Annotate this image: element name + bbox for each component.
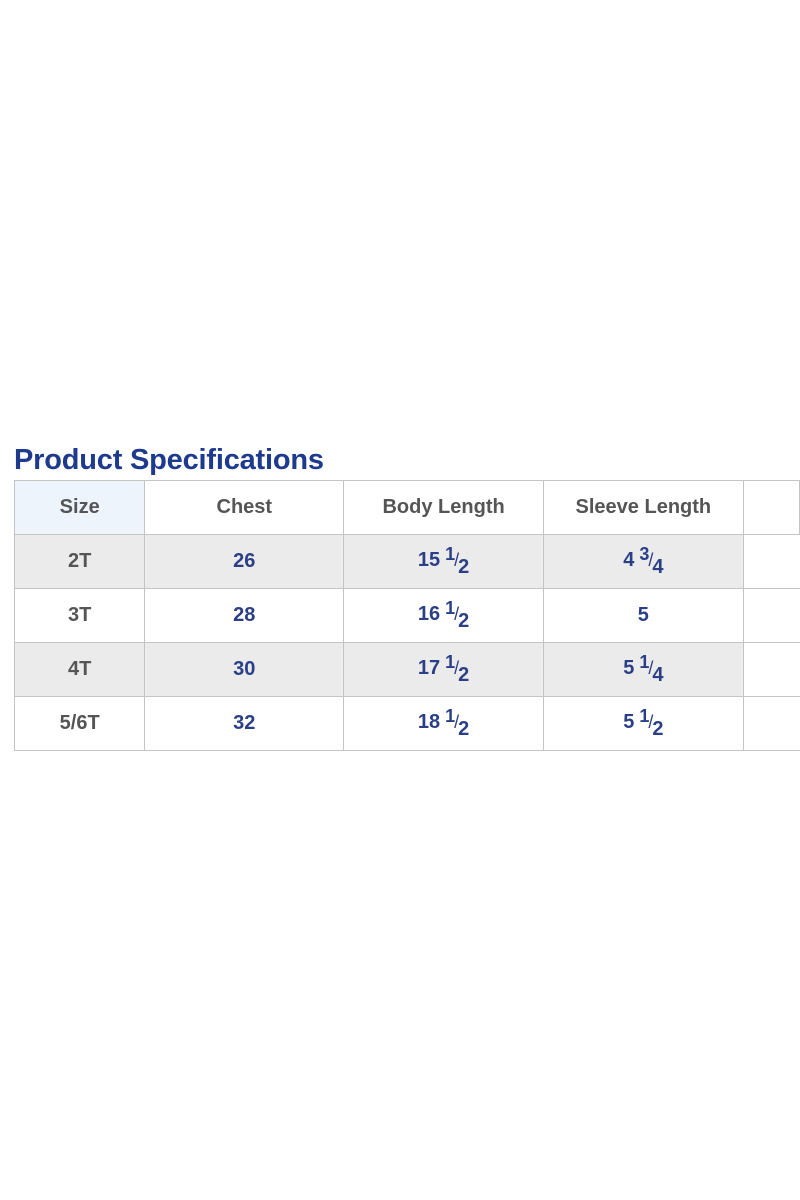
fraction-slash: / xyxy=(454,712,460,732)
sleeve-length-cell: 4 3/4 xyxy=(542,534,744,589)
chest-cell: 30 xyxy=(144,642,345,697)
fraction-denominator: 2 xyxy=(458,718,470,740)
sleeve-length-cell: 5 1/2 xyxy=(542,696,744,751)
extra-cell xyxy=(742,642,800,697)
whole-value: 5 xyxy=(623,657,635,679)
fraction-numerator: 1 xyxy=(639,652,650,672)
fraction-numerator: 1 xyxy=(445,598,456,618)
fraction-slash: / xyxy=(454,604,460,624)
size-cell: 2T xyxy=(13,534,146,589)
body-length-cell: 17 1/2 xyxy=(343,642,544,697)
fraction-numerator: 3 xyxy=(639,544,650,564)
whole-value: 4 xyxy=(623,549,635,571)
fraction-numerator: 1 xyxy=(445,706,456,726)
sleeve-length-cell: 5 xyxy=(542,588,744,643)
column-header-extra xyxy=(742,480,800,535)
fraction-denominator: 2 xyxy=(458,556,470,578)
fraction-slash: / xyxy=(648,712,654,732)
body-length-cell: 15 1/2 xyxy=(343,534,544,589)
column-header-chest: Chest xyxy=(144,480,345,535)
extra-cell xyxy=(742,588,800,643)
body-length-cell: 18 1/2 xyxy=(343,696,544,751)
fraction-denominator: 4 xyxy=(652,556,664,578)
fraction-denominator: 2 xyxy=(458,664,470,686)
chest-cell: 32 xyxy=(144,696,345,751)
whole-value: 16 xyxy=(417,603,441,625)
fraction-slash: / xyxy=(454,658,460,678)
spec-table: Size Chest Body Length Sleeve Length 2T … xyxy=(13,480,800,751)
extra-cell xyxy=(742,534,800,589)
fraction-denominator: 2 xyxy=(652,718,664,740)
whole-value: 18 xyxy=(417,711,441,733)
sleeve-length-cell: 5 1/4 xyxy=(542,642,744,697)
size-cell: 4T xyxy=(13,642,146,697)
table-row: 3T 28 16 1/2 5 xyxy=(13,588,800,643)
table-row: 4T 30 17 1/2 5 1/4 xyxy=(13,642,800,697)
fraction-numerator: 1 xyxy=(639,706,650,726)
fraction-slash: / xyxy=(454,550,460,570)
chest-cell: 26 xyxy=(144,534,345,589)
page-title: Product Specifications xyxy=(14,444,324,476)
whole-value: 15 xyxy=(417,549,441,571)
size-cell: 5/6T xyxy=(13,696,146,751)
size-cell: 3T xyxy=(13,588,146,643)
table-row: 5/6T 32 18 1/2 5 1/2 xyxy=(13,696,800,751)
fraction-slash: / xyxy=(648,658,654,678)
column-header-size: Size xyxy=(13,480,146,535)
fraction-numerator: 1 xyxy=(445,544,456,564)
column-header-body-length: Body Length xyxy=(343,480,544,535)
whole-value: 17 xyxy=(417,657,441,679)
whole-value: 5 xyxy=(637,604,649,626)
fraction-denominator: 4 xyxy=(652,664,664,686)
whole-value: 5 xyxy=(623,711,635,733)
header-row: Size Chest Body Length Sleeve Length xyxy=(13,480,800,535)
fraction-numerator: 1 xyxy=(445,652,456,672)
fraction-slash: / xyxy=(648,550,654,570)
table-row: 2T 26 15 1/2 4 3/4 xyxy=(13,534,800,589)
fraction-denominator: 2 xyxy=(458,610,470,632)
extra-cell xyxy=(742,696,800,751)
body-length-cell: 16 1/2 xyxy=(343,588,544,643)
chest-cell: 28 xyxy=(144,588,345,643)
column-header-sleeve-length: Sleeve Length xyxy=(542,480,744,535)
